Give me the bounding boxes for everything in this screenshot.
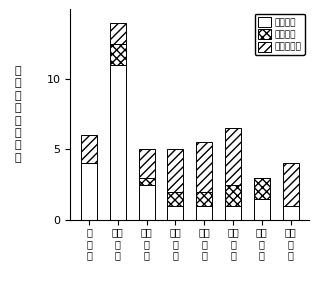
Bar	[139, 178, 154, 185]
Bar	[110, 65, 126, 220]
Bar	[254, 178, 270, 199]
Bar	[283, 163, 299, 206]
Bar	[110, 23, 126, 44]
Bar	[167, 206, 183, 220]
Legend: 交通事故, 労災事故, 其他の事故: 交通事故, 労災事故, 其他の事故	[255, 14, 305, 55]
Bar	[110, 44, 126, 65]
Bar	[254, 199, 270, 220]
Text: 身
障
手
帳
発
行
件
数: 身 障 手 帳 発 行 件 数	[14, 66, 21, 163]
Bar	[196, 192, 212, 206]
Bar	[139, 149, 154, 178]
Bar	[225, 128, 241, 185]
Bar	[81, 135, 97, 163]
Bar	[167, 149, 183, 192]
Bar	[196, 142, 212, 192]
Bar	[81, 163, 97, 220]
Bar	[196, 206, 212, 220]
Bar	[283, 206, 299, 220]
Bar	[225, 185, 241, 206]
Bar	[139, 185, 154, 220]
Bar	[225, 206, 241, 220]
Bar	[167, 192, 183, 206]
